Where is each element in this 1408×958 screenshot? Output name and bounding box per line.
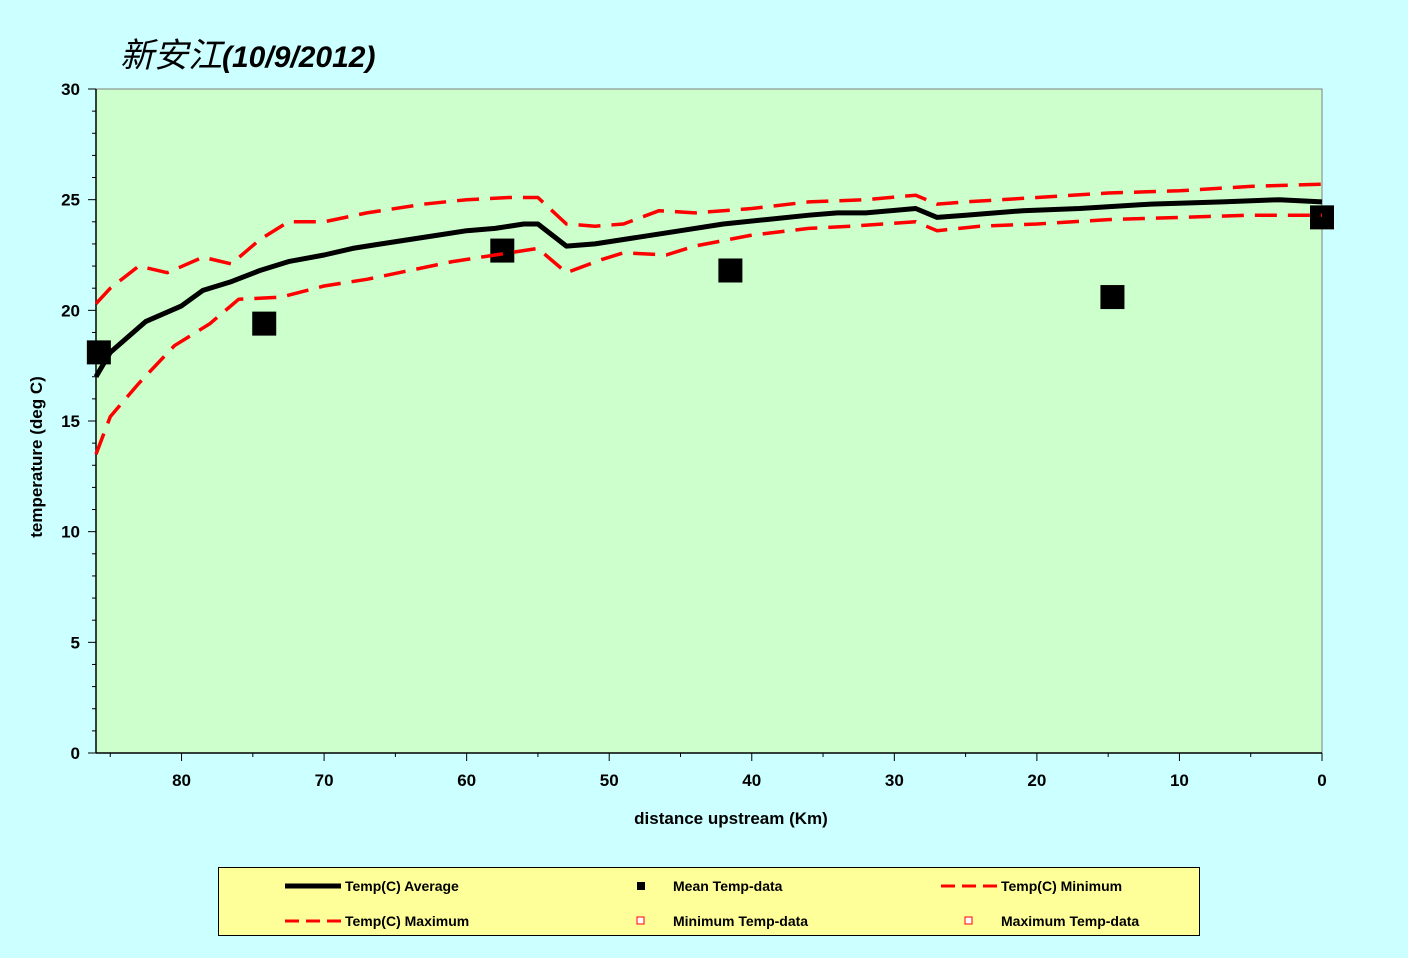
y-tick-label: 25 — [61, 191, 80, 210]
data-point-mean-temp-data — [490, 238, 515, 263]
x-tick-label: 60 — [457, 771, 476, 790]
chart-title-date: (10/9/2012) — [222, 41, 376, 74]
data-point-mean-temp-data — [252, 311, 277, 336]
legend-label-average: Temp(C) Average — [345, 878, 459, 894]
legend-item-average: Temp(C) Average — [283, 876, 459, 896]
axes: 0 5 10 15 20 25 30 80 70 60 50 40 30 20 10 0 — [61, 80, 1327, 790]
data-point-mean-temp-data — [718, 258, 743, 283]
chart-title: 新安江(10/9/2012) — [120, 28, 375, 77]
y-tick-label: 5 — [71, 633, 80, 652]
data-point-mean-temp-data — [1310, 205, 1334, 230]
series-line-temp-c-maximum — [94, 182, 1323, 305]
x-tick-label: 20 — [1027, 771, 1046, 790]
series-line-temp-c-average — [93, 197, 1323, 378]
legend-label-max-data: Maximum Temp-data — [1001, 913, 1140, 929]
legend-item-minimum: Temp(C) Minimum — [939, 876, 1122, 896]
y-tick-label: 30 — [61, 80, 80, 99]
legend-item-min-data: Minimum Temp-data — [611, 911, 808, 931]
plot-background — [95, 88, 1323, 754]
legend-symbol-minimum — [941, 884, 997, 888]
legend-label-min-data: Minimum Temp-data — [673, 913, 809, 929]
y-tick-label: 15 — [61, 412, 80, 431]
x-tick-label: 10 — [1170, 771, 1189, 790]
legend-symbol-max-data — [964, 916, 973, 925]
x-tick-label: 70 — [315, 771, 334, 790]
legend-label-maximum: Temp(C) Maximum — [345, 913, 470, 929]
series-layer — [86, 182, 1334, 455]
legend-item-mean-data: Mean Temp-data — [611, 876, 782, 896]
y-tick-label: 10 — [61, 523, 80, 542]
legend-item-maximum: Temp(C) Maximum — [283, 911, 469, 931]
legend-label-mean-data: Mean Temp-data — [673, 878, 783, 894]
legend-symbol-mean-data — [637, 882, 645, 890]
y-tick-label: 0 — [71, 744, 80, 763]
legend: Temp(C) Average Mean Temp-data Temp(C) M… — [218, 867, 1200, 936]
chart-area: 0 5 10 15 20 25 30 80 70 60 50 40 30 20 10 0 distance u… — [27, 80, 1334, 828]
legend-label-minimum: Temp(C) Minimum — [1001, 878, 1123, 894]
legend-item-max-data: Maximum Temp-data — [939, 911, 1139, 931]
data-point-mean-temp-data — [86, 340, 111, 365]
y-axis-label: temperature (deg C) — [27, 376, 46, 538]
legend-symbol-average — [285, 883, 341, 889]
x-tick-label: 50 — [600, 771, 619, 790]
x-tick-label: 80 — [172, 771, 191, 790]
y-tick-label: 20 — [61, 301, 80, 320]
legend-symbol-maximum — [285, 919, 341, 923]
x-axis-label: distance upstream (Km) — [634, 809, 828, 828]
data-point-mean-temp-data — [1100, 285, 1125, 310]
x-tick-label: 0 — [1317, 771, 1326, 790]
chart-title-river: 新安江 — [120, 36, 222, 76]
x-tick-label: 30 — [885, 771, 904, 790]
legend-symbol-min-data — [636, 916, 645, 925]
series-line-temp-c-minimum — [94, 213, 1322, 455]
x-tick-label: 40 — [742, 771, 761, 790]
